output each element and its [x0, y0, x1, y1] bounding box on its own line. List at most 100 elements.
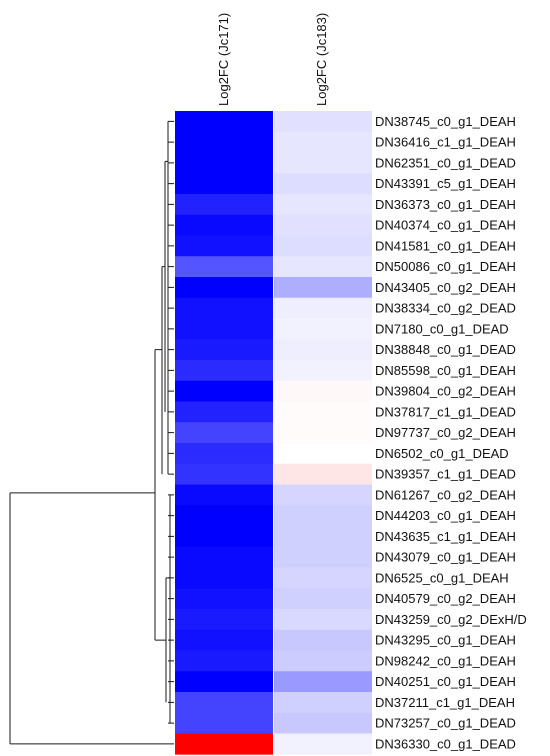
heatmap-cell [274, 131, 372, 153]
heatmap-cell [274, 526, 372, 548]
row-label: DN6502_c0_g1_DEAD [375, 446, 509, 461]
row-label: DN43295_c0_g1_DEAH [375, 633, 516, 648]
row-labels: DN38745_c0_g1_DEAH DN36416_c1_g1_DEAH DN62… [375, 114, 527, 752]
heatmap-cell [175, 194, 273, 216]
row-label: DN6525_c0_g1_DEAH [375, 570, 509, 585]
heatmap-cell [274, 401, 372, 423]
column-label: Log2FC (Jc171) [216, 13, 231, 106]
heatmap-cell [274, 360, 372, 382]
row-label: DN36416_c1_g1_DEAH [375, 135, 516, 150]
heatmap-cell [274, 152, 372, 174]
heatmap-cell [175, 360, 273, 382]
row-dendrogram [9, 120, 174, 745]
heatmap-cell [274, 484, 372, 506]
heatmap-cell [175, 297, 273, 319]
row-label: DN36330_c0_g1_DEAD [375, 736, 516, 751]
heatmap-cell [175, 443, 273, 465]
row-label: DN62351_c0_g1_DEAD [375, 155, 516, 170]
column-labels: Log2FC (Jc171) Log2FC (Jc183) [216, 13, 329, 106]
row-label: DN40251_c0_g1_DEAH [375, 674, 516, 689]
heatmap-cell [175, 609, 273, 631]
heatmap-cell [274, 443, 372, 465]
heatmap-cell [274, 173, 372, 195]
heatmap-cell [175, 214, 273, 236]
heatmap-cell [274, 733, 372, 755]
heatmap-cell [274, 505, 372, 527]
row-label: DN43391_c5_g1_DEAH [375, 176, 516, 191]
heatmap-cell [274, 339, 372, 361]
heatmap-cell [175, 546, 273, 568]
heatmap-cell [175, 588, 273, 610]
heatmap-cell [175, 526, 273, 548]
heatmap-cell [274, 277, 372, 299]
heatmap-cell [274, 546, 372, 568]
heatmap-cell [175, 712, 273, 734]
heatmap-cell [175, 671, 273, 693]
row-label: DN38745_c0_g1_DEAH [375, 114, 516, 129]
row-label: DN44203_c0_g1_DEAH [375, 508, 516, 523]
heatmap-cell [175, 422, 273, 444]
heatmap-cell [274, 194, 372, 216]
heatmap-cell [274, 671, 372, 693]
heatmap-cell [175, 111, 273, 133]
heatmap-cell [274, 650, 372, 672]
heatmap-cell [175, 401, 273, 423]
heatmap-cell [274, 111, 372, 133]
heatmap-cell [274, 692, 372, 714]
heatmap-cell [274, 629, 372, 651]
heatmap-cell [175, 380, 273, 402]
heatmap-cell [175, 173, 273, 195]
heatmap-cell [175, 733, 273, 755]
heatmap-cell [175, 131, 273, 153]
row-label: DN40579_c0_g2_DEAH [375, 591, 516, 606]
row-label: DN38334_c0_g2_DEAD [375, 301, 516, 316]
heatmap-cell [274, 567, 372, 589]
row-label: DN39357_c1_g1_DEAD [375, 467, 516, 482]
heatmap-cells [175, 111, 372, 755]
row-label: DN37817_c1_g1_DEAD [375, 404, 516, 419]
heatmap-cell [274, 588, 372, 610]
row-label: DN36373_c0_g1_DEAH [375, 197, 516, 212]
row-label: DN43259_c0_g2_DExH/D [375, 612, 527, 627]
row-label: DN41581_c0_g1_DEAH [375, 238, 516, 253]
heatmap-cell [175, 277, 273, 299]
row-label: DN37211_c1_g1_DEAH [375, 695, 515, 710]
row-label: DN39804_c0_g2_DEAH [375, 384, 516, 399]
heatmap-cell [175, 692, 273, 714]
heatmap-cell [274, 214, 372, 236]
heatmap-cell [274, 380, 372, 402]
row-label: DN73257_c0_g1_DEAD [375, 716, 516, 731]
heatmap-cell [274, 609, 372, 631]
heatmap-cell [274, 422, 372, 444]
row-label: DN40374_c0_g1_DEAH [375, 218, 516, 233]
heatmap-cell [175, 505, 273, 527]
heatmap-cell [175, 235, 273, 257]
heatmap-cell [274, 318, 372, 340]
heatmap-cell [175, 339, 273, 361]
row-label: DN85598_c0_g1_DEAH [375, 363, 516, 378]
heatmap-cell [274, 256, 372, 278]
heatmap-cell [175, 484, 273, 506]
heatmap-cell [274, 297, 372, 319]
heatmap-cell [175, 650, 273, 672]
heatmap-cell [175, 256, 273, 278]
row-label: DN50086_c0_g1_DEAH [375, 259, 516, 274]
row-label: DN98242_c0_g1_DEAH [375, 653, 516, 668]
column-label: Log2FC (Jc183) [314, 13, 329, 106]
heatmap-cell [175, 629, 273, 651]
heatmap-cell [274, 712, 372, 734]
row-label: DN38848_c0_g1_DEAD [375, 342, 516, 357]
row-label: DN61267_c0_g2_DEAH [375, 487, 516, 502]
row-label: DN7180_c0_g1_DEAD [375, 321, 509, 336]
heatmap-cell [175, 152, 273, 174]
row-label: DN43079_c0_g1_DEAH [375, 550, 516, 565]
heatmap-cell [175, 463, 273, 485]
heatmap-cell [274, 235, 372, 257]
heatmap-cell [274, 463, 372, 485]
row-label: DN43635_c1_g1_DEAH [375, 529, 516, 544]
row-label: DN43405_c0_g2_DEAH [375, 280, 516, 295]
heatmap-cell [175, 567, 273, 589]
row-label: DN97737_c0_g2_DEAH [375, 425, 516, 440]
heatmap-cell [175, 318, 273, 340]
